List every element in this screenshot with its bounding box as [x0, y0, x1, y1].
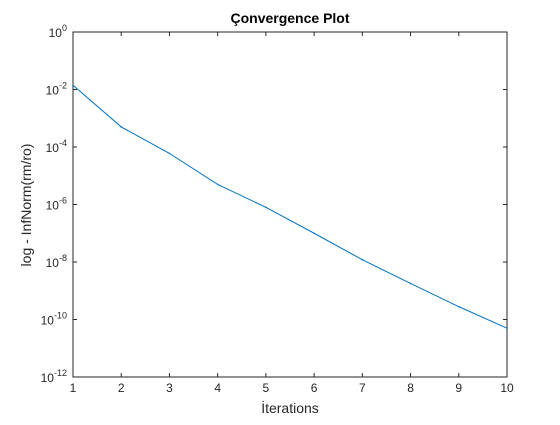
- x-tick-label: 7: [359, 381, 366, 395]
- y-tick-base: 10: [46, 84, 60, 98]
- series-point: [313, 232, 315, 235]
- y-tick-label: 10-12: [41, 368, 67, 385]
- chart-title: Çonvergence Plot: [230, 10, 349, 26]
- series-point: [409, 282, 412, 285]
- y-tick-base: 10: [46, 141, 60, 155]
- series-line: [72, 84, 508, 329]
- plot-area: [72, 31, 508, 378]
- x-axis-label: İterations: [261, 399, 319, 416]
- series-points: [72, 84, 508, 329]
- y-tick-exponent: -12: [54, 368, 67, 378]
- y-tick-base: 10: [46, 256, 60, 270]
- x-tick-label: 10: [500, 381, 514, 395]
- y-tick-exponent: -8: [59, 253, 67, 263]
- y-tick-exponent: 0: [62, 23, 67, 33]
- y-axis-label: log - InfNorm(rm/ro): [18, 144, 34, 267]
- x-tick-labels: 1 2 3 4 5 6 7 8 9 10: [70, 381, 514, 395]
- x-tick-label: 4: [214, 381, 221, 395]
- y-tick-label: 10-2: [46, 81, 67, 98]
- y-tick-label: 10-10: [41, 311, 67, 328]
- x-tick-label: 6: [311, 381, 318, 395]
- x-tick-label: 2: [118, 381, 125, 395]
- y-tick-base: 10: [49, 26, 63, 40]
- y-tick-base: 10: [46, 199, 60, 213]
- y-tick-exponent: -10: [54, 311, 67, 321]
- x-tick-label: 5: [263, 381, 270, 395]
- y-tick-label: 10-6: [46, 196, 67, 213]
- series-point: [216, 183, 219, 186]
- y-tick-exponent: -4: [59, 138, 67, 148]
- series-point: [168, 152, 171, 155]
- series-point: [120, 126, 123, 128]
- series-point: [457, 305, 460, 308]
- y-tick-exponent: -6: [59, 196, 67, 206]
- series-point: [72, 84, 74, 87]
- y-tick-label: 100: [49, 23, 67, 40]
- axis-ticks: [72, 31, 508, 378]
- x-tick-label: 8: [407, 381, 414, 395]
- series-point: [506, 327, 508, 329]
- y-tick-label: 10-4: [46, 138, 67, 155]
- series-point: [265, 206, 267, 209]
- x-tick-label: 1: [70, 381, 77, 395]
- y-tick-exponent: -2: [59, 81, 67, 91]
- series-point: [361, 258, 364, 261]
- x-tick-label: 3: [166, 381, 173, 395]
- y-tick-label: 10-8: [46, 253, 67, 270]
- y-tick-base: 10: [41, 314, 55, 328]
- x-tick-label: 9: [455, 381, 462, 395]
- y-tick-base: 10: [41, 371, 55, 385]
